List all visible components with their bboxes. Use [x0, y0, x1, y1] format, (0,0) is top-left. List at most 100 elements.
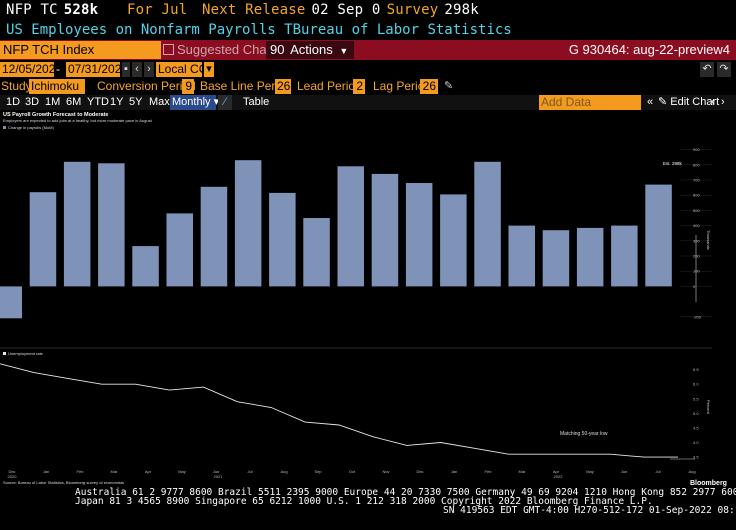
bars-group: [0, 160, 672, 319]
bar-y-tick-label: 200: [693, 254, 700, 259]
x-tick-label: Feb: [485, 469, 493, 474]
x-tick-label: May: [586, 469, 594, 474]
prev-period-button[interactable]: ‹: [132, 62, 142, 77]
footer-contacts-1: Australia 61 2 9777 8600 Brazil 5511 239…: [75, 487, 736, 498]
range-1d[interactable]: 1D: [6, 96, 21, 108]
payroll-bar: [645, 184, 672, 287]
page-code: G 930464: aug-22-preview4: [568, 42, 730, 57]
payroll-bar: [508, 225, 535, 287]
description-text: US Employees on Nonfarm Payrolls T: [6, 22, 293, 38]
line-y-tick-label: 5.5: [693, 396, 699, 401]
bar-y-axis-label: Thousands: [706, 230, 711, 250]
range-5y[interactable]: 5Y: [129, 96, 143, 108]
conversion-period-field[interactable]: 9: [182, 79, 194, 94]
x-tick-label: Sep: [314, 469, 322, 474]
edit-chart-button[interactable]: ✎ Edit Chart: [658, 96, 720, 108]
grid-icon: [163, 44, 174, 55]
x-tick-label: Jul: [655, 469, 660, 474]
command-bar: [0, 40, 736, 60]
footer-contacts-2: Japan 81 3 4565 8900 Singapore 65 6212 1…: [75, 496, 653, 507]
frequency-label: Monthly: [172, 96, 211, 108]
frequency-select[interactable]: Monthly ▾: [170, 95, 220, 110]
lag-period-label: Lag Period: [373, 79, 432, 93]
x-tick-label: Nov: [382, 469, 389, 474]
range-1y[interactable]: 1Y: [110, 96, 124, 108]
line-y-tick-label: 6.0: [693, 382, 699, 387]
bar-y-tick-label: 600: [693, 193, 700, 198]
lag-period-field[interactable]: 26: [420, 79, 438, 94]
payroll-bar: [405, 183, 433, 287]
lead-period-field[interactable]: 2: [353, 79, 365, 94]
currency-select[interactable]: Local CCY: [156, 62, 216, 77]
end-date-field[interactable]: 07/31/2022: [66, 62, 129, 77]
line-y-tick-label: 4.5: [693, 425, 699, 430]
range-6m[interactable]: 6M: [66, 96, 82, 108]
line-y-tick-label: 5.0: [693, 411, 699, 416]
toggle-right-icon[interactable]: ›: [721, 96, 725, 108]
range-3d[interactable]: 3D: [25, 96, 40, 108]
bar-y-tick-label: -200: [693, 314, 702, 319]
pencil-icon[interactable]: ✎: [444, 80, 454, 92]
source-text: Bureau of Labor Statistics: [292, 22, 512, 38]
chart-panel: US Payroll Growth Forecast to Moderate E…: [0, 110, 736, 488]
x-tick-label: Jan: [451, 469, 457, 474]
legend-swatch-payrolls: [3, 126, 6, 129]
next-release-label: Next Release: [201, 2, 306, 18]
collapse-icon[interactable]: «: [647, 96, 654, 108]
next-release-date: 02 Sep 0: [311, 2, 381, 18]
legend-label-unemployment: Unemployment rate: [8, 351, 44, 356]
range-max[interactable]: Max: [149, 96, 170, 108]
baseline-period-field[interactable]: 26: [275, 79, 291, 94]
range-1m[interactable]: 1M: [45, 96, 61, 108]
x-tick-label: Apr: [145, 469, 152, 474]
bar-y-tick-label: 800: [693, 162, 700, 167]
x-year-label: 2022: [554, 474, 564, 479]
payroll-bar: [132, 246, 159, 287]
suggested-charts-label: Suggested Charts: [177, 42, 282, 57]
table-button[interactable]: Table: [243, 96, 270, 108]
x-tick-label: Mar: [111, 469, 119, 474]
line-y-tick-label: 3.5: [693, 455, 699, 460]
baseline-period-label: Base Line Period: [200, 79, 292, 93]
chart-title: US Payroll Growth Forecast to Moderate: [3, 112, 108, 118]
chevron-down-icon: ▼: [339, 46, 349, 56]
study-label: Study: [1, 79, 32, 93]
line-chart-icon[interactable]: ⁄: [218, 95, 232, 110]
start-date-field[interactable]: 12/05/2020: [0, 62, 63, 77]
period-label: For Jul: [126, 2, 188, 18]
payroll-bar: [337, 166, 364, 287]
conversion-period-label: Conversion Period: [97, 79, 196, 93]
ticker-input[interactable]: NFP TCH Index: [0, 41, 161, 59]
calendar-icon[interactable]: ▪: [122, 62, 130, 77]
payroll-bar: [611, 225, 638, 287]
bloomberg-logo: Bloomberg: [690, 480, 727, 487]
range-ytd[interactable]: YTD: [87, 96, 109, 108]
suggested-charts-button[interactable]: Suggested Charts: [163, 41, 281, 59]
toggle-left-icon[interactable]: ‹: [711, 96, 715, 108]
next-period-button[interactable]: ›: [144, 62, 154, 77]
payroll-bar: [0, 286, 22, 319]
line-y-tick-label: 4.0: [693, 440, 699, 445]
line-y-tick-label: 6.5: [693, 367, 699, 372]
estimate-annotation: Est. 298k: [663, 161, 683, 166]
study-select[interactable]: Ichimoku: [29, 79, 85, 94]
footer-session: SN 419563 EDT GMT-4:00 H270-512-172 01-S…: [443, 505, 736, 516]
undo-icon[interactable]: ↶: [700, 62, 714, 77]
payroll-bar: [269, 192, 296, 287]
currency-dropdown-icon[interactable]: ▾: [204, 62, 214, 77]
unemployment-line: [0, 363, 678, 458]
chart-svg: US Payroll Growth Forecast to Moderate E…: [0, 112, 727, 487]
security-description: US Employees on Nonfarm Payrolls TBureau…: [6, 22, 512, 40]
actions-menu-button[interactable]: 90 Actions ▼: [266, 41, 354, 59]
payroll-bar: [63, 161, 91, 287]
add-data-field[interactable]: Add Data: [539, 95, 641, 110]
date-separator: -: [56, 62, 60, 76]
x-year-label: 2020: [8, 474, 18, 479]
payroll-bar: [576, 227, 604, 287]
legend-label-payrolls: Change in payrolls (MoM): [8, 125, 54, 130]
payroll-bar: [303, 218, 330, 287]
payroll-bar: [542, 230, 570, 287]
redo-icon[interactable]: ↷: [717, 62, 731, 77]
legend-swatch-unemployment: [3, 352, 6, 355]
x-axis: Dec Jan Feb Mar Apr May Jun Jul Aug Sep Oct Nov Dec J…: [8, 469, 696, 479]
